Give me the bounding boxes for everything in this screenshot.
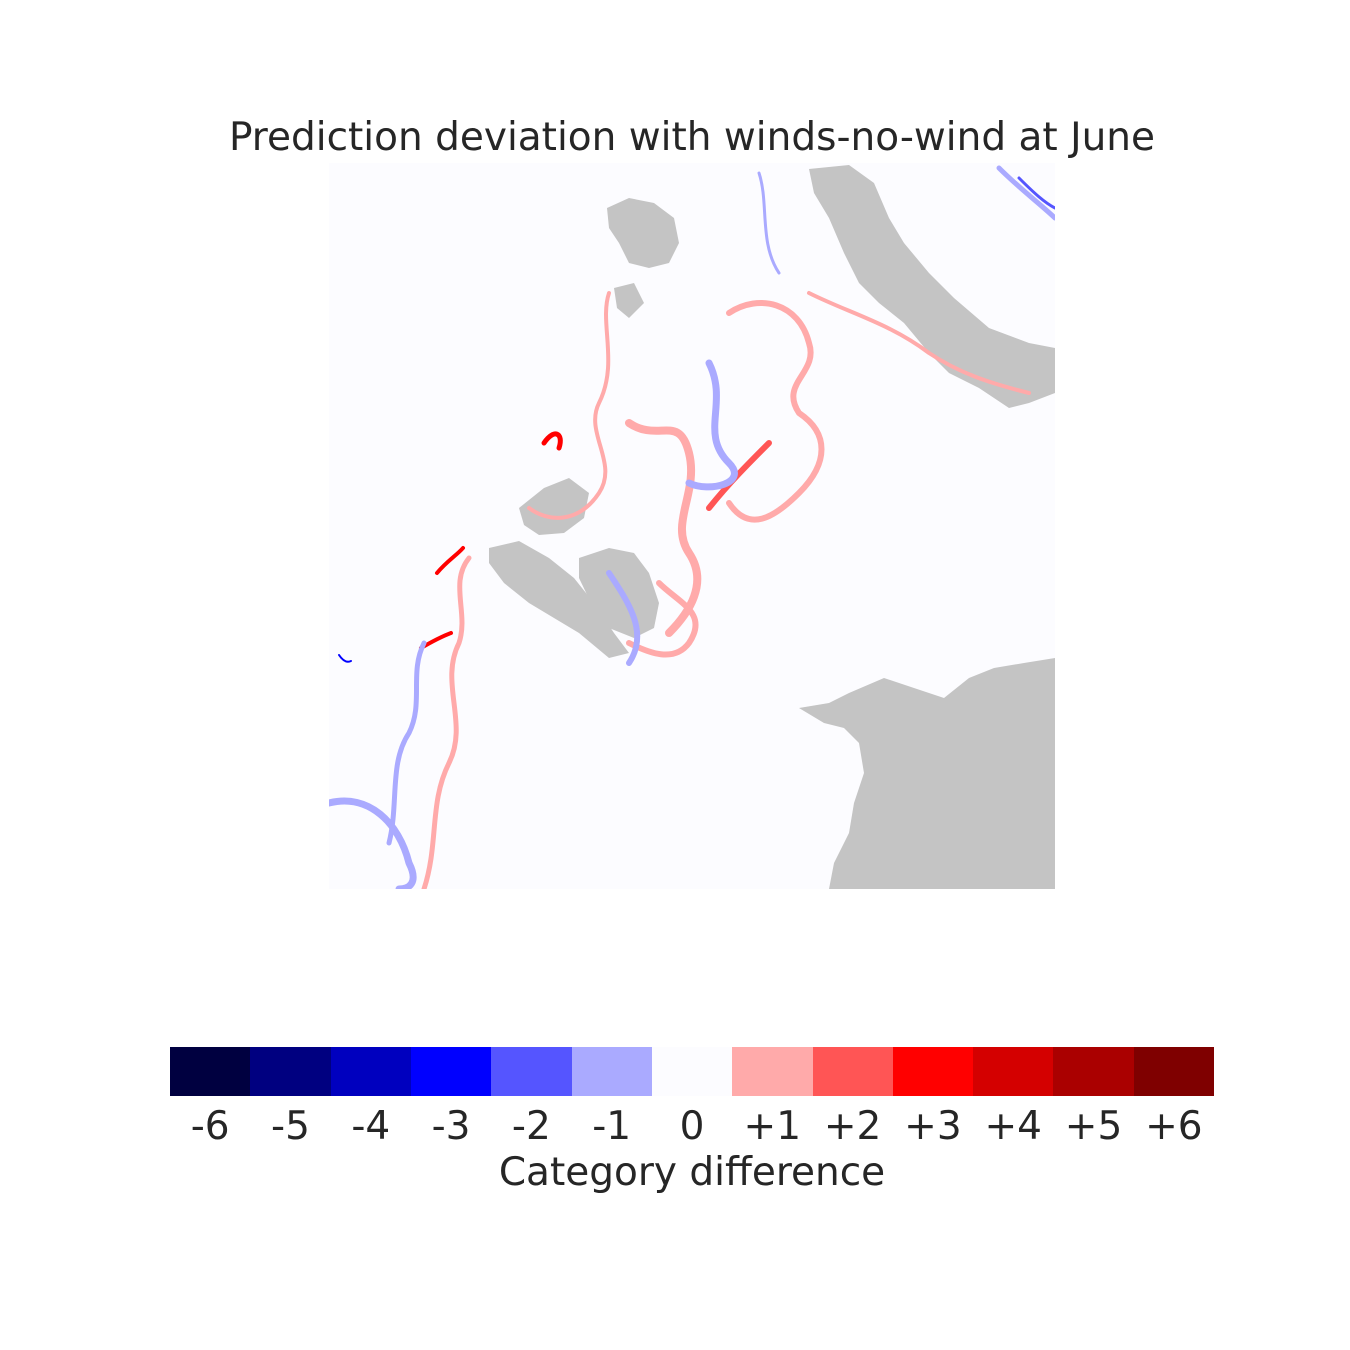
land-south-island [799,658,1055,889]
colorbar [170,1047,1215,1096]
map-panel [329,163,1055,889]
colorbar-label: Category difference [498,1150,886,1195]
colorbar-tick-label: +3 [904,1104,962,1149]
colorbar-cell [250,1047,331,1096]
colorbar-tick-label: -5 [271,1104,310,1149]
land-northeast-coast [809,165,1055,408]
colorbar-tick-label: -6 [190,1104,230,1149]
colorbar-cell [973,1047,1054,1096]
band-negative-north-coast [757,171,781,275]
colorbar-tick-label: +4 [984,1104,1042,1149]
colorbar-cell [812,1047,893,1096]
colorbar-tick-label: 0 [679,1104,705,1149]
colorbar-cell [732,1047,813,1096]
colorbar-cell [170,1047,251,1096]
band-positive-northwest [527,291,611,520]
band-positive-east-arc [807,291,1031,395]
band-strong-positive-north [541,431,563,451]
land-central-island-main [489,541,629,658]
colorbar-cell [410,1047,492,1096]
band-negative-northeast-corner [996,165,1055,221]
band-negative-southwest [329,797,417,889]
band-positive-southeast-tail [626,580,699,658]
land-northern-islet [614,283,644,318]
band-deep-negative-west [338,654,352,663]
colorbar-cell [330,1047,411,1096]
band-negative-south-central [606,570,641,666]
colorbar-ticks: -6 -5 -4 -3 -2 -1 0 +1 +2 +3 +4 +5 +6 [170,1104,1214,1152]
land-central-island-west [519,478,589,535]
band-negative-central [685,359,738,491]
band-strong-positive-center [706,440,772,511]
land-northern-island [607,198,679,268]
deviation-map [329,165,1055,889]
band-strong-positive-southwest [419,631,453,650]
band-positive-central-swirl [625,419,702,637]
colorbar-cell [491,1047,572,1096]
band-moderate-negative-northeast [1017,176,1055,210]
deviation-bands [329,165,1055,889]
colorbar-tick-label: +6 [1145,1104,1203,1149]
land-masses [489,165,1055,889]
colorbar-tick-label: -2 [511,1104,551,1149]
colorbar-tick-label: +1 [743,1104,802,1149]
figure-title: Prediction deviation with winds-no-wind … [228,115,1156,160]
colorbar-tick-label: -3 [431,1104,471,1149]
colorbar-tick-label: -4 [351,1104,391,1149]
colorbar-cell [651,1047,733,1096]
colorbar-tick-label: +2 [823,1104,882,1149]
colorbar-cell [1053,1047,1134,1096]
colorbar-tick-label: +5 [1064,1104,1123,1149]
band-strong-positive-west [435,546,465,575]
colorbar-cell [1133,1047,1215,1096]
band-positive-west-coast [421,555,472,889]
colorbar-tick-label: -1 [592,1104,632,1149]
band-positive-northeast-swirl [726,300,825,523]
colorbar-cell [892,1047,974,1096]
colorbar-cell [571,1047,652,1096]
band-negative-west-coast [386,640,427,846]
